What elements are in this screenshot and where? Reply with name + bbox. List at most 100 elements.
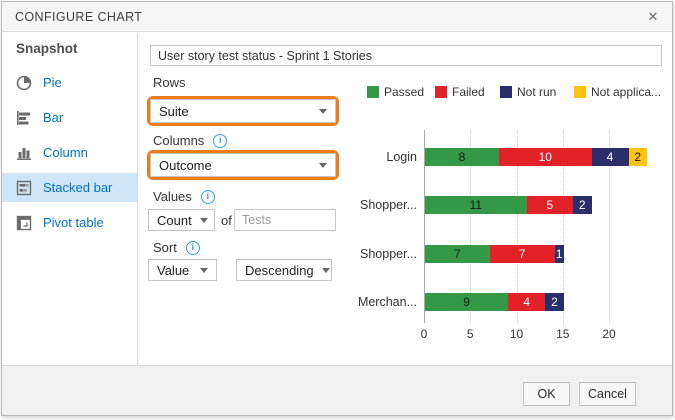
legend-swatch [500, 86, 512, 98]
rows-highlight-annotation: Suite [147, 96, 339, 126]
legend-item: Failed [435, 85, 485, 99]
columns-select[interactable]: Outcome [150, 153, 336, 177]
bar-value-label: 5 [546, 198, 554, 212]
chart-bar-segment: 4 [508, 293, 546, 311]
chart-bar-segment: 1 [554, 245, 564, 263]
columns-highlight-annotation: Outcome [147, 150, 339, 180]
legend-swatch [435, 86, 447, 98]
sidebar-item-label: Pie [43, 75, 62, 90]
values-label: Values i [153, 189, 215, 204]
sidebar-item-label: Bar [43, 110, 64, 125]
chevron-down-icon [319, 162, 327, 168]
chart-bar-segment: 11 [425, 196, 527, 214]
bar-value-label: 10 [538, 150, 552, 164]
category-label: Shopper... [360, 198, 417, 212]
info-icon[interactable]: i [213, 133, 228, 148]
bar-value-label: 2 [551, 295, 558, 309]
sidebar-item-column[interactable]: Column [2, 138, 137, 167]
rows-select-value: Suite [159, 103, 189, 119]
chevron-down-icon [200, 267, 208, 273]
columns-label: Columns i [153, 133, 228, 148]
ok-button[interactable]: OK [523, 382, 570, 406]
bar-value-label: 4 [523, 295, 531, 309]
legend-item: Passed [367, 85, 424, 99]
legend-label: Not run [517, 85, 557, 99]
legend-item: Not run [500, 85, 556, 99]
y-axis-line [424, 130, 425, 323]
bar-value-label: 2 [634, 150, 642, 164]
legend-label: Failed [452, 85, 485, 99]
bar-value-label: 7 [518, 247, 526, 261]
chart-name-input[interactable] [150, 45, 662, 66]
values-label-text: Values [153, 189, 192, 204]
pivot-table-icon [16, 215, 32, 231]
stacked-bar-chart-icon [16, 180, 32, 196]
category-label: Login [386, 150, 417, 164]
info-icon[interactable]: i [185, 240, 200, 255]
chart-type-sidebar: Snapshot Pie Bar Column [2, 33, 138, 365]
chart-bar-segment: 7 [425, 245, 490, 263]
chart-bar-segment: 5 [526, 196, 573, 214]
x-tick-label: 15 [556, 327, 570, 341]
values-field-input[interactable] [234, 209, 336, 231]
sidebar-item-pie[interactable]: Pie [2, 68, 137, 97]
sidebar-item-label: Stacked bar [43, 180, 113, 195]
sort-order-select-value: Descending [245, 262, 314, 278]
cancel-button[interactable]: Cancel [579, 382, 636, 406]
legend-item: Not applica... [574, 85, 661, 99]
chevron-down-icon [321, 267, 330, 273]
category-label: Shopper... [360, 247, 417, 261]
column-chart-icon [16, 145, 32, 161]
chart-bar-segment: 2 [628, 148, 647, 166]
sort-by-select-value: Value [157, 262, 190, 278]
sidebar-item-pivot-table[interactable]: Pivot table [2, 208, 137, 237]
bar-value-label: 11 [469, 198, 483, 212]
configuration-panel: Rows Suite Columns i Outcome Values [138, 33, 672, 365]
aggregation-select-value: Count [157, 212, 192, 228]
legend-label: Not applica... [591, 85, 662, 99]
of-label: of [221, 213, 232, 228]
dialog-footer: OK Cancel [2, 365, 672, 415]
x-tick-label: 10 [509, 327, 524, 341]
x-tick-label: 20 [602, 327, 616, 341]
sort-label: Sort i [153, 240, 200, 255]
close-icon[interactable]: ✕ [647, 9, 659, 24]
sort-order-select[interactable]: Descending [236, 259, 332, 281]
category-label: Merchan... [357, 295, 417, 309]
info-icon[interactable]: i [200, 189, 215, 204]
legend-label: Passed [384, 85, 425, 99]
stacked-bar-chart-preview: Passed Failed Not run Not applica... 0 5 10 15 2… [357, 78, 675, 363]
sidebar-item-bar[interactable]: Bar [2, 103, 137, 132]
bar-chart-icon [16, 110, 32, 126]
columns-label-text: Columns [153, 133, 205, 148]
x-tick-label: 0 [420, 327, 428, 341]
bar-value-label: 8 [458, 150, 466, 164]
chart-bar-segment: 2 [573, 196, 592, 214]
sidebar-header: Snapshot [16, 41, 78, 56]
chart-bar-segment: 10 [499, 148, 592, 166]
legend-swatch [367, 86, 379, 98]
sort-by-select[interactable]: Value [148, 259, 217, 281]
chevron-down-icon [319, 108, 327, 114]
gridline [516, 130, 518, 323]
pie-chart-icon [16, 75, 32, 91]
x-tick-label: 5 [466, 327, 474, 341]
rows-select[interactable]: Suite [150, 99, 336, 123]
chart-bar-segment: 8 [425, 148, 499, 166]
bar-value-label: 4 [606, 150, 614, 164]
bar-value-label: 2 [578, 198, 586, 212]
sidebar-item-label: Pivot table [43, 215, 104, 230]
gridline [562, 130, 564, 323]
dialog-body: Snapshot Pie Bar Column [2, 33, 672, 365]
sort-label-text: Sort [153, 240, 177, 255]
sidebar-item-stacked-bar[interactable]: Stacked bar [2, 173, 137, 202]
dialog-titlebar: CONFIGURE CHART ✕ [2, 2, 672, 32]
aggregation-select[interactable]: Count [148, 209, 215, 231]
bar-value-label: 7 [454, 247, 461, 261]
gridline [609, 130, 610, 323]
rows-label-text: Rows [153, 75, 186, 90]
bar-value-label: 1 [555, 247, 563, 261]
bar-value-label: 9 [463, 295, 470, 309]
chart-bar-segment: 7 [489, 245, 555, 263]
